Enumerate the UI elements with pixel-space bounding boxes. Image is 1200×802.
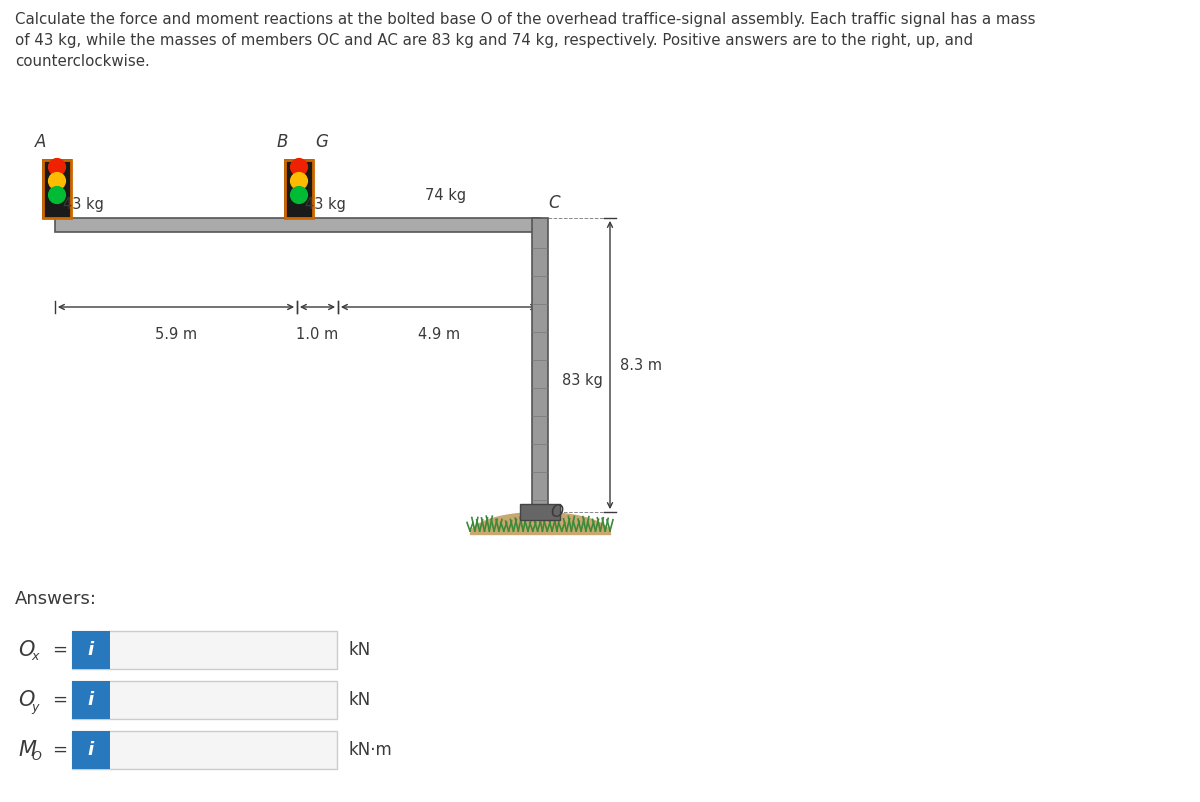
Text: M: M bbox=[18, 740, 36, 760]
Bar bbox=[72, 631, 110, 669]
Text: i: i bbox=[88, 741, 94, 759]
Circle shape bbox=[48, 172, 66, 189]
Text: x: x bbox=[31, 650, 38, 663]
Text: O: O bbox=[18, 690, 35, 710]
Text: kN: kN bbox=[349, 691, 371, 709]
Text: i: i bbox=[88, 691, 94, 709]
Text: 43 kg: 43 kg bbox=[64, 197, 104, 212]
Bar bbox=[72, 681, 337, 719]
Text: O: O bbox=[31, 751, 41, 764]
Text: kN·m: kN·m bbox=[349, 741, 392, 759]
Text: 8.3 m: 8.3 m bbox=[620, 358, 662, 372]
Text: 74 kg: 74 kg bbox=[425, 188, 466, 203]
Text: kN: kN bbox=[349, 641, 371, 659]
Bar bbox=[520, 504, 560, 520]
Bar bbox=[72, 631, 337, 669]
Text: =: = bbox=[52, 691, 67, 709]
Text: G: G bbox=[314, 133, 328, 151]
Text: of 43 kg, while the masses of members OC and AC are 83 kg and 74 kg, respectivel: of 43 kg, while the masses of members OC… bbox=[14, 33, 973, 48]
Text: 43 kg: 43 kg bbox=[305, 197, 346, 212]
Text: 4.9 m: 4.9 m bbox=[418, 327, 460, 342]
Bar bbox=[72, 681, 110, 719]
Text: Answers:: Answers: bbox=[14, 590, 97, 608]
Text: 83 kg: 83 kg bbox=[562, 373, 602, 388]
Text: y: y bbox=[31, 700, 38, 714]
Circle shape bbox=[48, 159, 66, 176]
Bar bbox=[286, 160, 313, 218]
Circle shape bbox=[290, 159, 307, 176]
Bar bbox=[286, 160, 313, 218]
Bar bbox=[43, 160, 71, 218]
Text: A: A bbox=[35, 133, 47, 151]
Text: O: O bbox=[550, 503, 563, 521]
Circle shape bbox=[48, 187, 66, 204]
Bar bbox=[72, 731, 337, 769]
Bar bbox=[55, 218, 540, 232]
Bar bbox=[43, 160, 71, 218]
Text: O: O bbox=[18, 640, 35, 660]
Text: =: = bbox=[52, 641, 67, 659]
Text: B: B bbox=[277, 133, 288, 151]
Text: 5.9 m: 5.9 m bbox=[155, 327, 197, 342]
Text: 1.0 m: 1.0 m bbox=[296, 327, 338, 342]
Text: =: = bbox=[52, 741, 67, 759]
Text: C: C bbox=[548, 194, 559, 212]
Bar bbox=[532, 218, 548, 512]
Circle shape bbox=[290, 187, 307, 204]
Text: i: i bbox=[88, 641, 94, 659]
Circle shape bbox=[290, 172, 307, 189]
Text: Calculate the force and moment reactions at the bolted base O of the overhead tr: Calculate the force and moment reactions… bbox=[14, 12, 1036, 27]
Bar bbox=[72, 731, 110, 769]
Text: counterclockwise.: counterclockwise. bbox=[14, 54, 150, 69]
